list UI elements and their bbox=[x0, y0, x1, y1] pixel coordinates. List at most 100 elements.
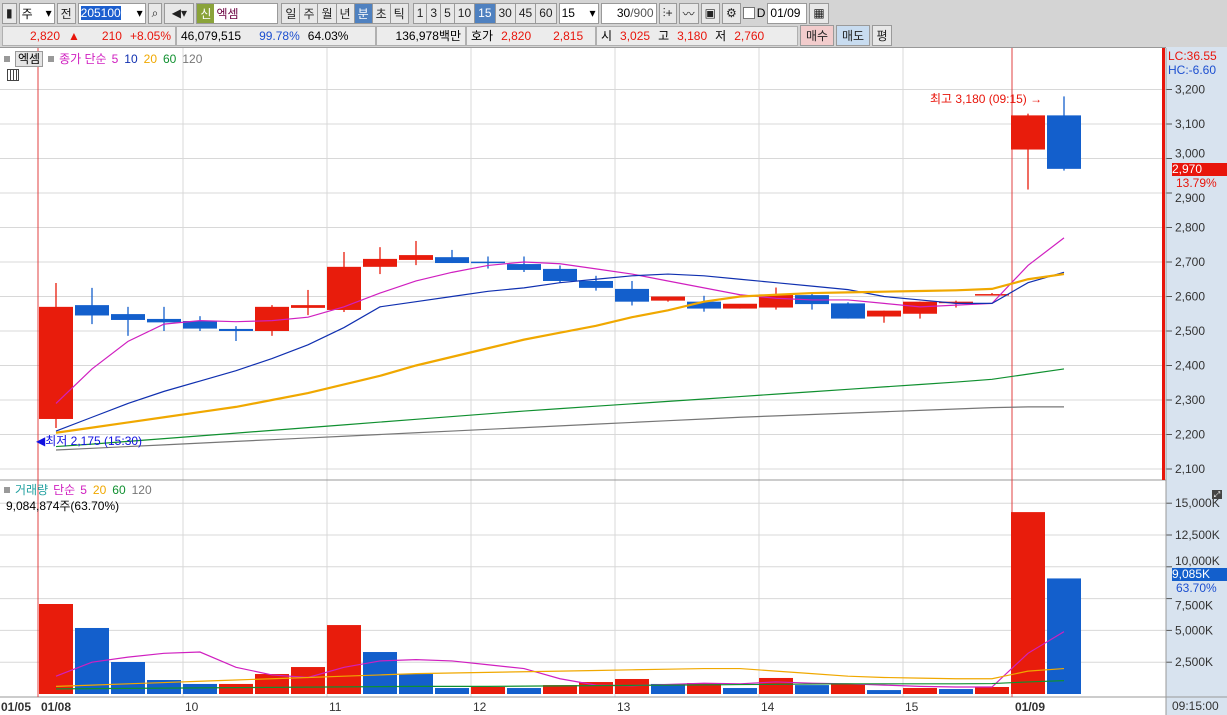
legend-volume-name: 거래량 bbox=[15, 483, 49, 497]
period-button[interactable]: 월 bbox=[317, 2, 337, 24]
arrow-left-icon: ◀ bbox=[36, 434, 46, 448]
code-value: 205100 bbox=[80, 6, 121, 20]
volume-bar bbox=[939, 689, 973, 694]
high-annotation-text: 최고 3,180 (09:15) bbox=[930, 92, 1027, 106]
expand-icon[interactable]: ⤢ bbox=[1212, 490, 1222, 499]
volume-bar bbox=[255, 674, 289, 694]
period-type-select[interactable]: 주 ▾ bbox=[18, 2, 55, 24]
volume-ma5-line bbox=[55, 631, 1065, 688]
prev-button[interactable]: 전 bbox=[56, 2, 76, 24]
volume-bar bbox=[471, 687, 505, 694]
search-icon[interactable]: ⌕ bbox=[147, 2, 163, 24]
candle-body bbox=[183, 320, 217, 329]
low-annotation: ◀최저 2,175 (15:30) bbox=[36, 435, 142, 448]
vol-ratio2: 64.03% bbox=[307, 28, 349, 43]
y-tick-label: 2,500 bbox=[1175, 324, 1205, 338]
add-indicator-icon[interactable]: ⫶+ bbox=[658, 2, 677, 24]
candle-body bbox=[939, 301, 973, 304]
stock-name-field[interactable]: 신 엑셈 bbox=[196, 2, 279, 24]
ma120-line bbox=[55, 406, 1064, 451]
volume-bar bbox=[399, 674, 433, 694]
volume-current: 9,084,874주(63.70%) bbox=[6, 499, 120, 513]
legend-ma-60[interactable]: 60 bbox=[112, 483, 126, 497]
candle-body bbox=[363, 258, 397, 267]
candle-body bbox=[399, 255, 433, 260]
d-checkbox[interactable] bbox=[742, 7, 755, 19]
legend-ma-5[interactable]: 5 bbox=[111, 52, 119, 66]
volume-bar bbox=[363, 652, 397, 694]
x-tick-label: 01/08 bbox=[41, 700, 71, 714]
code-input[interactable]: 205100 ▾ bbox=[77, 2, 146, 24]
gear-icon[interactable]: ⚙ bbox=[721, 2, 741, 24]
period-button[interactable]: 틱 bbox=[389, 2, 409, 24]
avg-button[interactable]: 평 bbox=[872, 25, 892, 46]
volume-bar bbox=[1047, 578, 1081, 694]
chevron-down-icon[interactable]: ▾ bbox=[136, 6, 143, 20]
candle-body bbox=[291, 305, 325, 308]
volume-bar bbox=[327, 625, 361, 694]
legend-ma-120[interactable]: 120 bbox=[182, 52, 203, 66]
open: 3,025 bbox=[620, 28, 651, 43]
high: 3,180 bbox=[677, 28, 708, 43]
volume-bar bbox=[831, 683, 865, 694]
volume-bar bbox=[183, 683, 217, 694]
y-tick-label: 2,600 bbox=[1175, 290, 1205, 304]
interval-button[interactable]: 60 bbox=[535, 2, 557, 24]
x-tick-label: 10 bbox=[185, 700, 199, 714]
ma5-line bbox=[55, 237, 1065, 404]
change-pct: +8.05% bbox=[129, 28, 171, 43]
legend-ma-60[interactable]: 60 bbox=[163, 52, 177, 66]
sell-button[interactable]: 매도 bbox=[836, 25, 870, 46]
calendar-icon[interactable]: ▦ bbox=[809, 2, 829, 24]
volume-bar bbox=[615, 678, 649, 694]
interval-button[interactable]: 10 bbox=[453, 2, 476, 24]
add-line-icon[interactable]: 〰 bbox=[678, 2, 699, 24]
volume-bar bbox=[903, 688, 937, 694]
buy-button[interactable]: 매수 bbox=[800, 25, 834, 46]
volume-legend: 거래량 단순 5 20 60 120 bbox=[4, 483, 152, 497]
price-cell: 2,820 ▲ 210 +8.05% bbox=[2, 25, 176, 46]
legend-ma-5[interactable]: 5 bbox=[80, 483, 87, 497]
legend-stock-name[interactable]: 엑셈 bbox=[15, 51, 44, 67]
vol-ratio1: 99.78% bbox=[259, 28, 300, 43]
ohl-cell: 시 3,025 고 3,180 저 2,760 bbox=[596, 25, 798, 46]
volume-bar bbox=[543, 685, 577, 694]
date-value: 01/09 bbox=[770, 6, 801, 20]
x-tick-label: 01/09 bbox=[1015, 700, 1045, 714]
count-input[interactable]: 30/900 bbox=[600, 2, 657, 24]
period-button[interactable]: 분 bbox=[353, 2, 373, 24]
date-input[interactable]: 01/09 bbox=[767, 2, 808, 24]
interval-button[interactable]: 30 bbox=[494, 2, 516, 24]
save-icon[interactable]: ▣ bbox=[700, 2, 720, 24]
grid-toggle-icon[interactable] bbox=[7, 69, 19, 81]
volume-tick-label: 5,000K bbox=[1175, 623, 1213, 637]
price-legend: 엑셈 종가 단순 5 10 20 60 120 bbox=[4, 51, 202, 67]
ask: 2,820 bbox=[501, 28, 532, 43]
volume-bar bbox=[723, 688, 757, 694]
candle-body bbox=[975, 294, 1009, 296]
volume-bar bbox=[435, 688, 469, 694]
range-bar bbox=[1162, 48, 1165, 480]
volume-bar bbox=[975, 687, 1009, 694]
legend-ma-20[interactable]: 20 bbox=[92, 483, 107, 497]
legend-type: 종가 단순 bbox=[59, 52, 107, 66]
low: 2,760 bbox=[734, 28, 765, 43]
volume-tick-label: 15,000K bbox=[1175, 496, 1220, 510]
last-price-pct: 13.79% bbox=[1176, 176, 1217, 190]
candle-body bbox=[39, 306, 73, 419]
legend-ma-120[interactable]: 120 bbox=[131, 483, 152, 497]
y-tick-label: 2,400 bbox=[1175, 359, 1205, 373]
legend-square-icon bbox=[4, 56, 10, 62]
legend-square-icon bbox=[48, 56, 55, 62]
period-type-value: 주 bbox=[21, 6, 33, 21]
interval-button[interactable]: 45 bbox=[514, 2, 537, 24]
legend-ma-10[interactable]: 10 bbox=[124, 52, 138, 66]
speaker-icon[interactable]: ◀▾ bbox=[164, 2, 195, 24]
interval-select[interactable]: 15 ▾ bbox=[558, 2, 599, 24]
legend-ma-20[interactable]: 20 bbox=[143, 52, 157, 66]
count-max: /900 bbox=[630, 6, 654, 20]
interval-button[interactable]: 15 bbox=[474, 2, 496, 24]
panel-icon[interactable]: ▮ bbox=[2, 2, 17, 24]
candle-body bbox=[435, 257, 469, 264]
